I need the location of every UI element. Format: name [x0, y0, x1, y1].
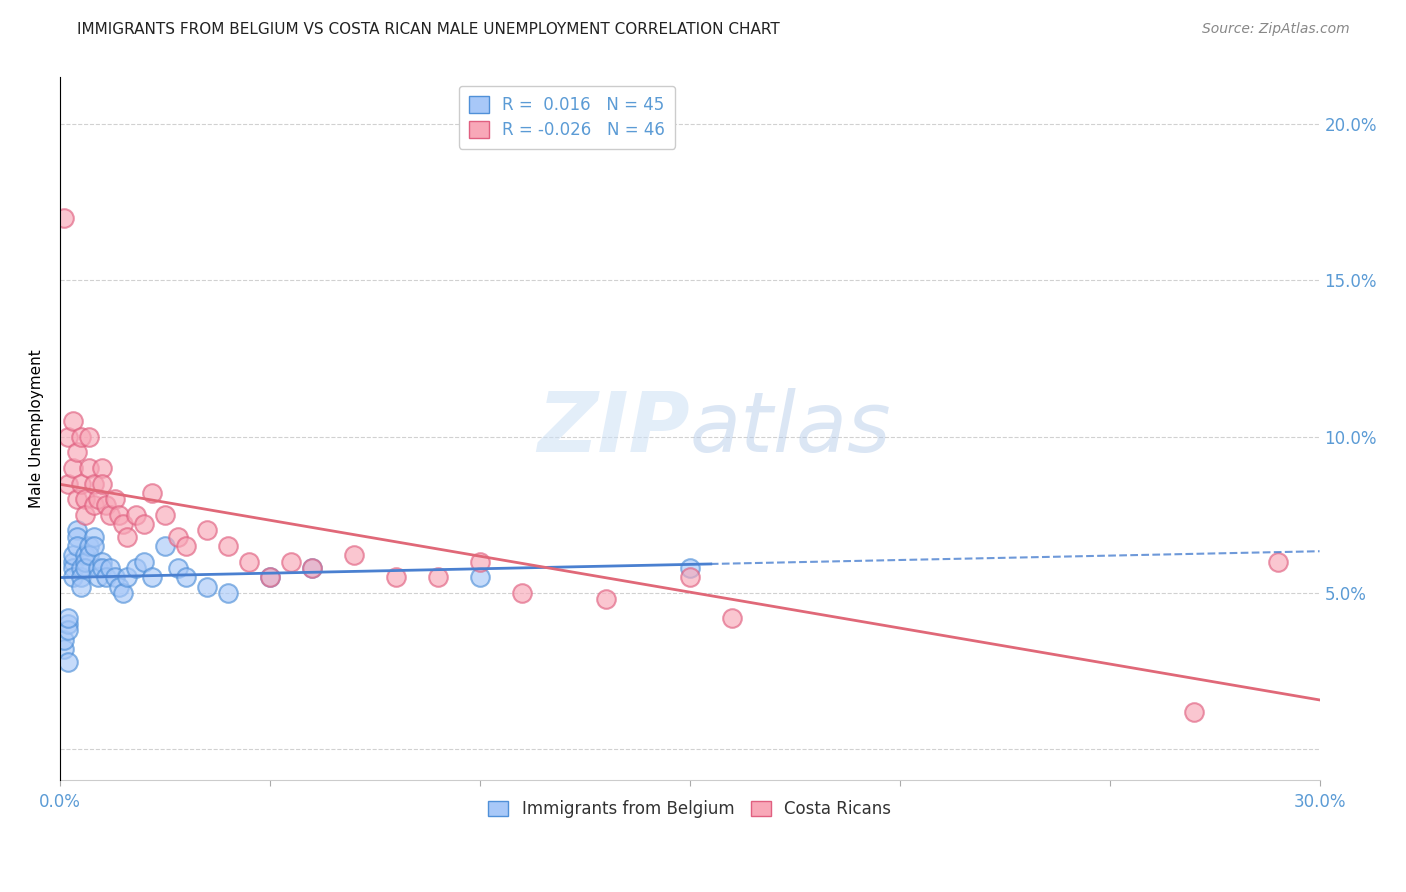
Point — [53, 642, 76, 657]
Point — [195, 524, 218, 538]
Point — [343, 549, 366, 563]
Point — [259, 570, 281, 584]
Point — [83, 476, 105, 491]
Point — [58, 617, 80, 632]
Point — [83, 539, 105, 553]
Point — [75, 508, 97, 522]
Point — [96, 570, 118, 584]
Point — [301, 561, 323, 575]
Point — [174, 570, 197, 584]
Point — [87, 570, 110, 584]
Point — [217, 539, 239, 553]
Point — [217, 586, 239, 600]
Point — [115, 570, 138, 584]
Point — [468, 555, 491, 569]
Point — [62, 570, 84, 584]
Point — [141, 486, 163, 500]
Point — [75, 549, 97, 563]
Point — [426, 570, 449, 584]
Point — [53, 211, 76, 225]
Point — [153, 539, 176, 553]
Point — [62, 549, 84, 563]
Point — [58, 624, 80, 638]
Point — [111, 586, 134, 600]
Point — [96, 499, 118, 513]
Point — [166, 530, 188, 544]
Point — [79, 549, 101, 563]
Point — [70, 570, 93, 584]
Point — [91, 561, 114, 575]
Point — [62, 555, 84, 569]
Point — [58, 655, 80, 669]
Text: ZIP: ZIP — [537, 388, 690, 469]
Point — [124, 561, 146, 575]
Point — [1182, 705, 1205, 719]
Point — [83, 530, 105, 544]
Point — [595, 592, 617, 607]
Point — [91, 476, 114, 491]
Point — [280, 555, 302, 569]
Point — [108, 508, 131, 522]
Point — [720, 611, 742, 625]
Point — [679, 561, 702, 575]
Point — [238, 555, 260, 569]
Text: IMMIGRANTS FROM BELGIUM VS COSTA RICAN MALE UNEMPLOYMENT CORRELATION CHART: IMMIGRANTS FROM BELGIUM VS COSTA RICAN M… — [77, 22, 780, 37]
Point — [104, 492, 127, 507]
Point — [70, 580, 93, 594]
Point — [108, 580, 131, 594]
Point — [66, 492, 89, 507]
Y-axis label: Male Unemployment: Male Unemployment — [30, 350, 44, 508]
Point — [75, 492, 97, 507]
Point — [70, 430, 93, 444]
Point — [75, 561, 97, 575]
Point — [91, 555, 114, 569]
Point — [468, 570, 491, 584]
Point — [58, 430, 80, 444]
Point — [79, 430, 101, 444]
Point — [174, 539, 197, 553]
Point — [679, 570, 702, 584]
Point — [153, 508, 176, 522]
Point — [510, 586, 533, 600]
Point — [62, 461, 84, 475]
Point — [104, 570, 127, 584]
Point — [132, 555, 155, 569]
Point — [66, 524, 89, 538]
Point — [87, 492, 110, 507]
Point — [62, 414, 84, 428]
Point — [70, 476, 93, 491]
Point — [141, 570, 163, 584]
Point — [62, 561, 84, 575]
Point — [124, 508, 146, 522]
Point — [66, 530, 89, 544]
Point — [79, 539, 101, 553]
Text: atlas: atlas — [690, 388, 891, 469]
Point — [111, 517, 134, 532]
Point — [53, 632, 76, 647]
Point — [70, 561, 93, 575]
Point — [87, 561, 110, 575]
Point — [91, 461, 114, 475]
Point — [166, 561, 188, 575]
Point — [100, 561, 122, 575]
Point — [83, 499, 105, 513]
Point — [66, 539, 89, 553]
Point — [66, 445, 89, 459]
Point — [75, 555, 97, 569]
Point — [259, 570, 281, 584]
Point — [58, 476, 80, 491]
Point — [1267, 555, 1289, 569]
Point — [301, 561, 323, 575]
Point — [115, 530, 138, 544]
Point — [100, 508, 122, 522]
Legend: Immigrants from Belgium, Costa Ricans: Immigrants from Belgium, Costa Ricans — [482, 793, 898, 825]
Point — [132, 517, 155, 532]
Text: Source: ZipAtlas.com: Source: ZipAtlas.com — [1202, 22, 1350, 37]
Point — [385, 570, 408, 584]
Point — [79, 461, 101, 475]
Point — [58, 611, 80, 625]
Point — [195, 580, 218, 594]
